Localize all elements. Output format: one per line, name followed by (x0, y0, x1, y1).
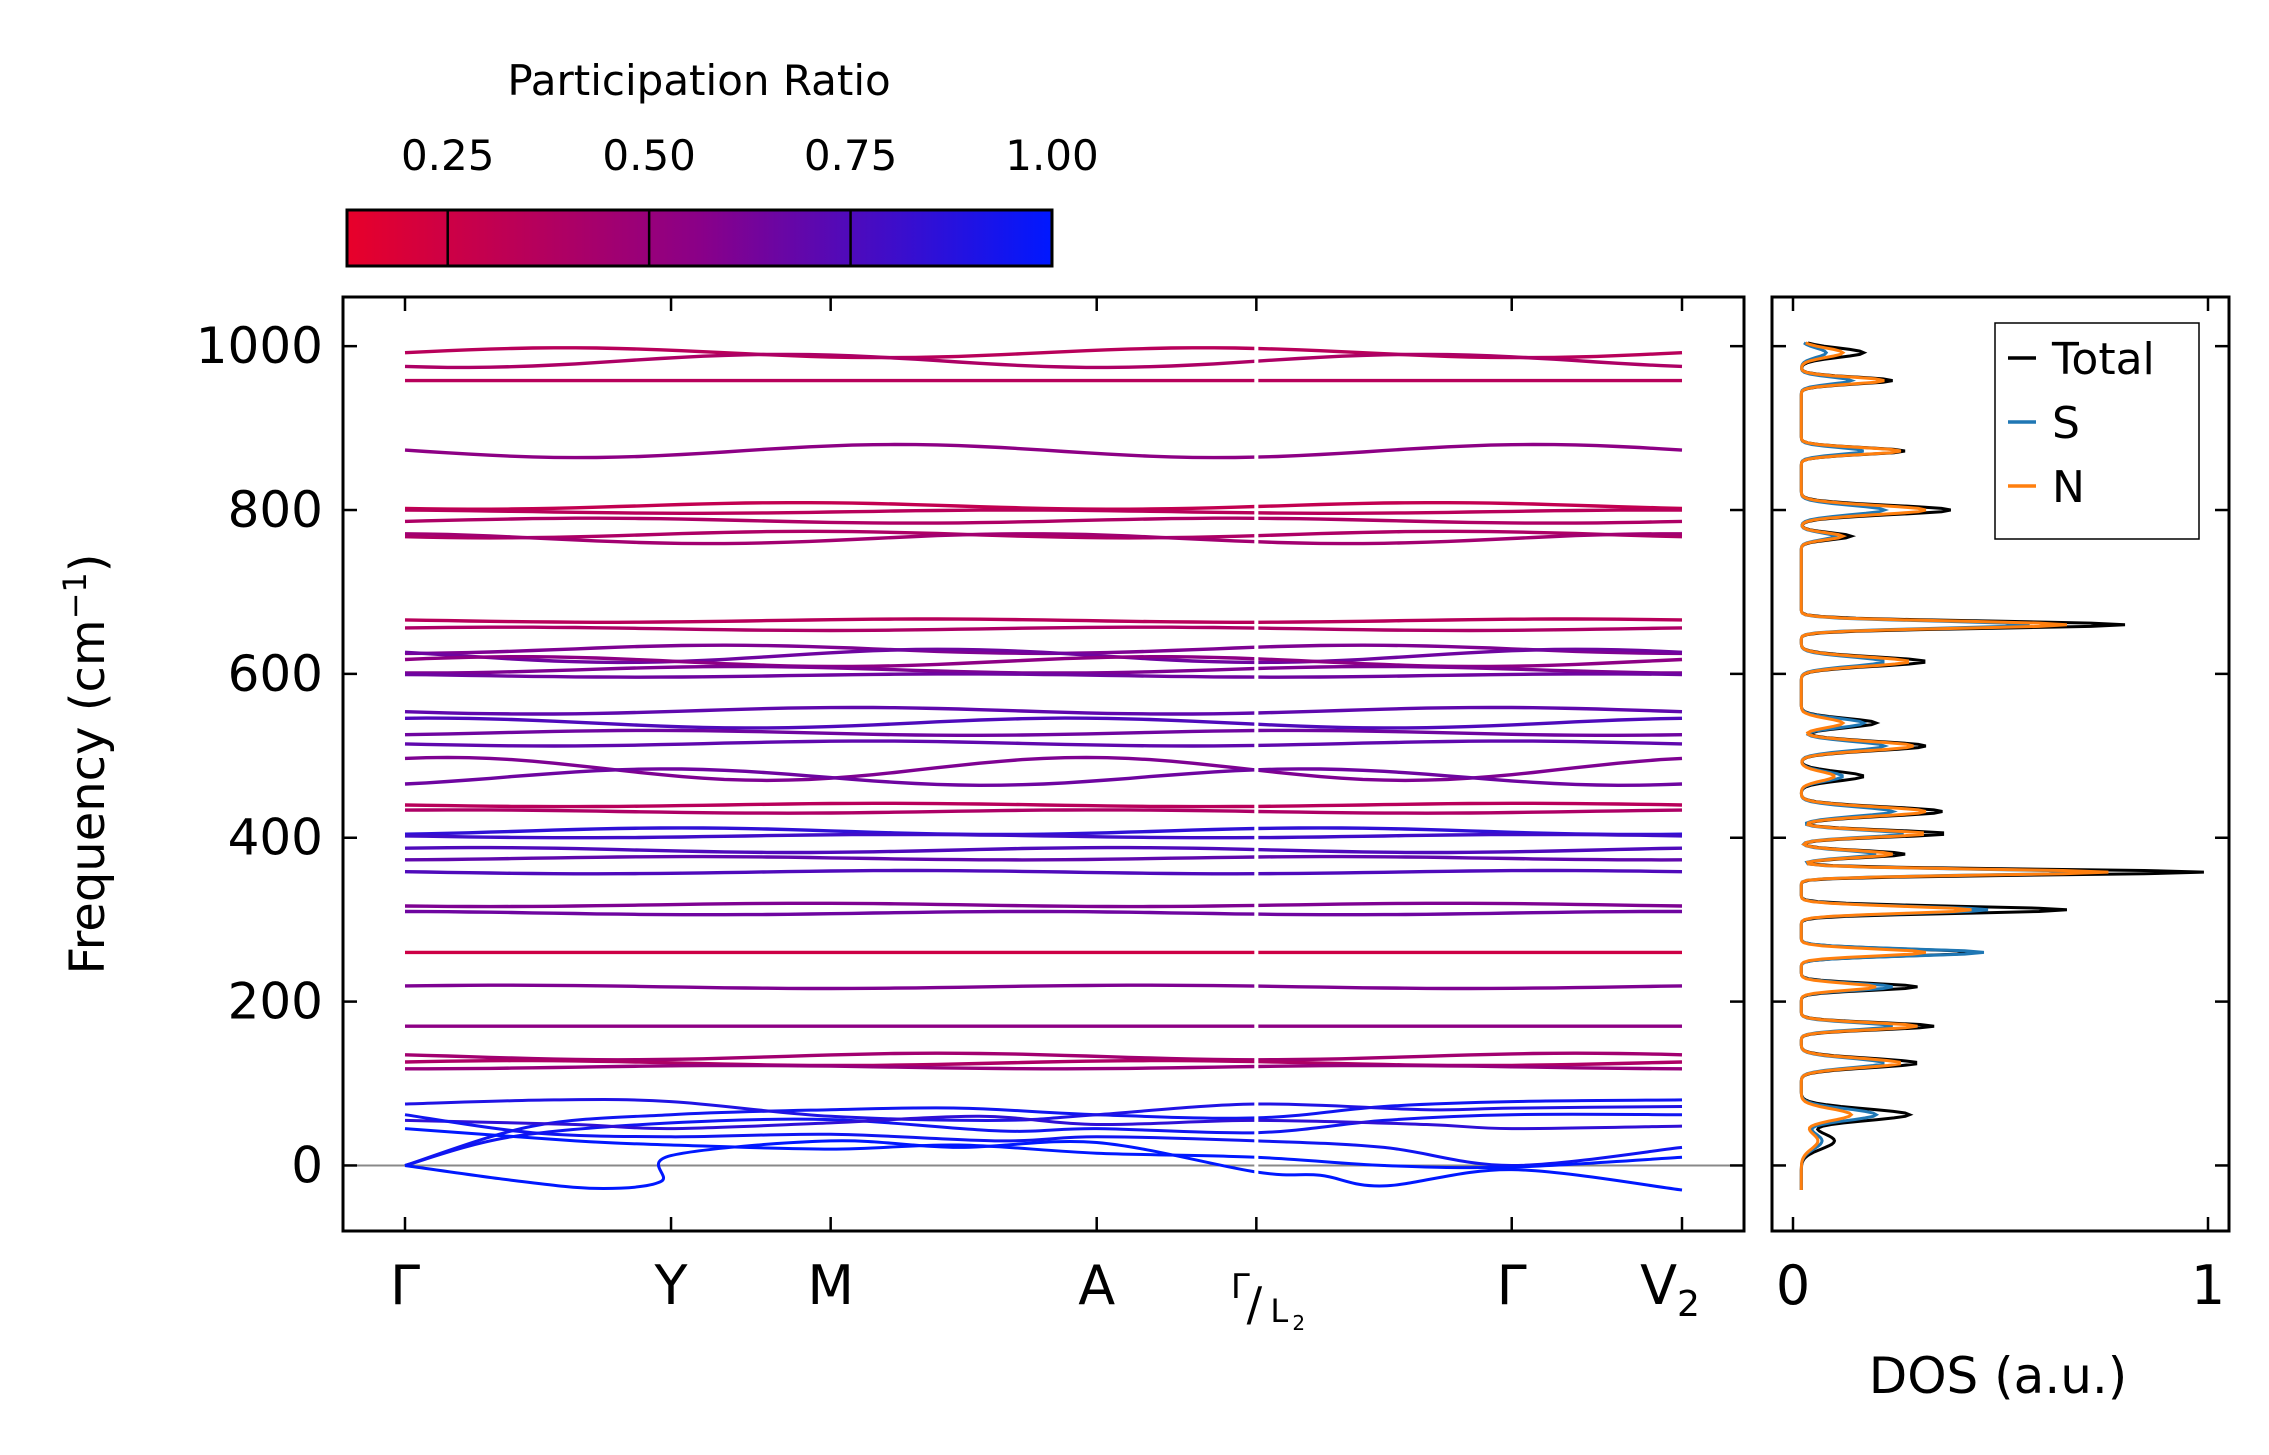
phonon-band (404, 352, 1683, 370)
x-tick-label: V2 (1640, 1254, 1700, 1325)
y-tick-label: 600 (228, 645, 323, 703)
colorbar-tick-label: 0.75 (804, 131, 898, 180)
x-tick-label-compound: Γ/L 2 (1231, 1267, 1305, 1335)
y-tick-label: 0 (291, 1136, 323, 1194)
x-tick-label-subscript: 2 (1292, 1311, 1305, 1335)
phonon-band (404, 983, 1683, 991)
x-tick-label: M (807, 1254, 854, 1317)
phonon-band (404, 442, 1683, 460)
dos-frame (1770, 295, 2231, 1233)
phonon-band (404, 346, 1683, 360)
legend: Total SN (1994, 322, 2200, 540)
phonon-band (404, 625, 1683, 633)
phonon-band (404, 647, 1683, 665)
phonon-band (404, 801, 1683, 809)
dispersion-frame (341, 295, 1746, 1233)
phonon-band (404, 716, 1683, 730)
x-tick-label: Γ (1231, 1267, 1250, 1307)
colorbar-tick-label: 1.00 (1005, 131, 1099, 180)
phonon-band (404, 501, 1683, 511)
phonon-band (404, 705, 1683, 716)
x-tick-label: Γ (1497, 1254, 1527, 1317)
acoustic-band (404, 1098, 1683, 1167)
phonon-band (404, 617, 1683, 624)
phonon-band (404, 532, 1682, 546)
colorbar-tick-label: 0.50 (602, 131, 696, 180)
acoustic-band (404, 1113, 1683, 1168)
phonon-band (404, 808, 1683, 815)
y-tick-label: 400 (228, 809, 323, 867)
phonon-band (404, 672, 1683, 679)
legend-label: S (2052, 398, 2080, 449)
phonon-band (404, 739, 1683, 748)
acoustic-band (404, 1114, 1683, 1131)
phonon-band (405, 664, 1683, 675)
colorbar-tick-label: 0.25 (401, 131, 495, 180)
colorbar: Participation Ratio 0.25 0.50 0.75 1.00 (345, 56, 1099, 268)
phonon-band (404, 909, 1682, 917)
phonon-band (404, 728, 1683, 737)
legend-label: N (2052, 462, 2085, 513)
x-tick-label-separator: / (1247, 1277, 1263, 1331)
dos-x-axis-label: DOS (a.u.) (1869, 1347, 2128, 1405)
y-tick-label: 1000 (196, 317, 323, 375)
phonon-band (404, 508, 1683, 515)
legend-label: Total (2051, 334, 2155, 385)
phonon-band (404, 529, 1683, 540)
y-tick-label: 200 (228, 973, 323, 1031)
phonon-band (404, 868, 1683, 876)
phonon-band (404, 767, 1683, 788)
dos-x-tick-label: 0 (1776, 1254, 1810, 1317)
dos-series-n (1799, 341, 2109, 1190)
acoustic-band (404, 1098, 1683, 1122)
x-tick-label: Γ (390, 1254, 420, 1317)
phonon-band (404, 845, 1683, 855)
x-tick-label: A (1078, 1254, 1115, 1317)
dos-panel: 0 1 DOS (a.u.) Total SN (1770, 295, 2231, 1405)
x-tick-label: Y (654, 1254, 689, 1317)
phonon-band (404, 901, 1683, 909)
phonon-band (404, 832, 1683, 840)
phonon-band (404, 516, 1683, 525)
phonon-band (404, 854, 1683, 862)
phonon-band (404, 1051, 1683, 1062)
x-tick-label: L (1270, 1292, 1288, 1330)
x-tick-label-subscript: 2 (1677, 1284, 1700, 1325)
acoustic-band (404, 1127, 1683, 1170)
colorbar-label: Participation Ratio (507, 56, 890, 105)
acoustic-band (404, 1139, 1683, 1192)
y-tick-label: 800 (228, 481, 323, 539)
phonon-band (404, 755, 1683, 783)
dos-x-tick-label: 1 (2191, 1254, 2225, 1317)
y-axis-label: Frequency (cm−1) (56, 553, 116, 974)
colorbar-gradient (345, 208, 1054, 268)
phonon-band (405, 1063, 1683, 1071)
